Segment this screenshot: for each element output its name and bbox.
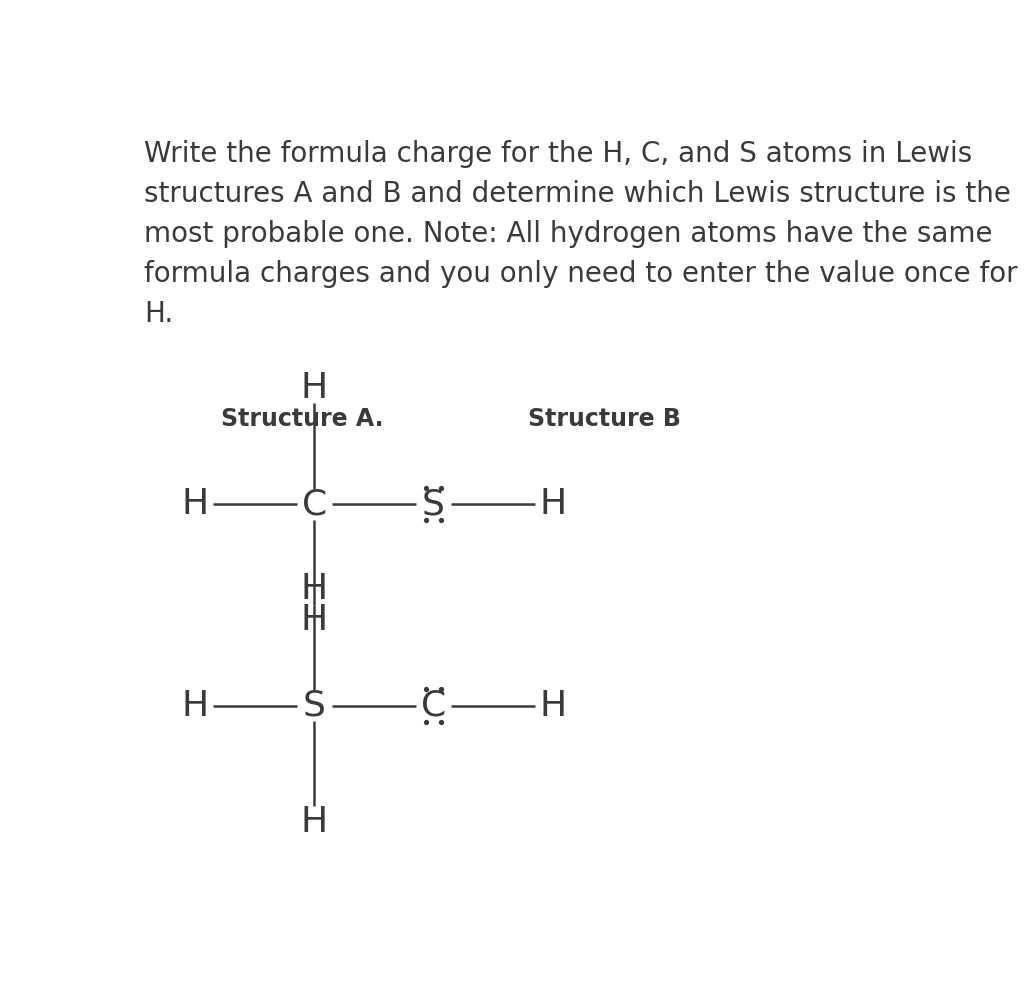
Text: H: H xyxy=(539,487,566,521)
Text: H: H xyxy=(182,487,209,521)
Text: H: H xyxy=(301,371,328,405)
Text: H: H xyxy=(301,805,328,839)
Text: S: S xyxy=(422,487,445,521)
Text: H: H xyxy=(182,688,209,722)
Text: Structure A.: Structure A. xyxy=(221,407,384,431)
Text: Write the formula charge for the H, C, and S atoms in Lewis
structures A and B a: Write the formula charge for the H, C, a… xyxy=(143,140,1018,329)
Text: H: H xyxy=(301,604,328,638)
Text: C: C xyxy=(421,688,446,722)
Text: S: S xyxy=(303,688,326,722)
Text: H: H xyxy=(301,572,328,607)
Text: H: H xyxy=(539,688,566,722)
Text: Structure B: Structure B xyxy=(527,407,681,431)
Text: C: C xyxy=(302,487,327,521)
